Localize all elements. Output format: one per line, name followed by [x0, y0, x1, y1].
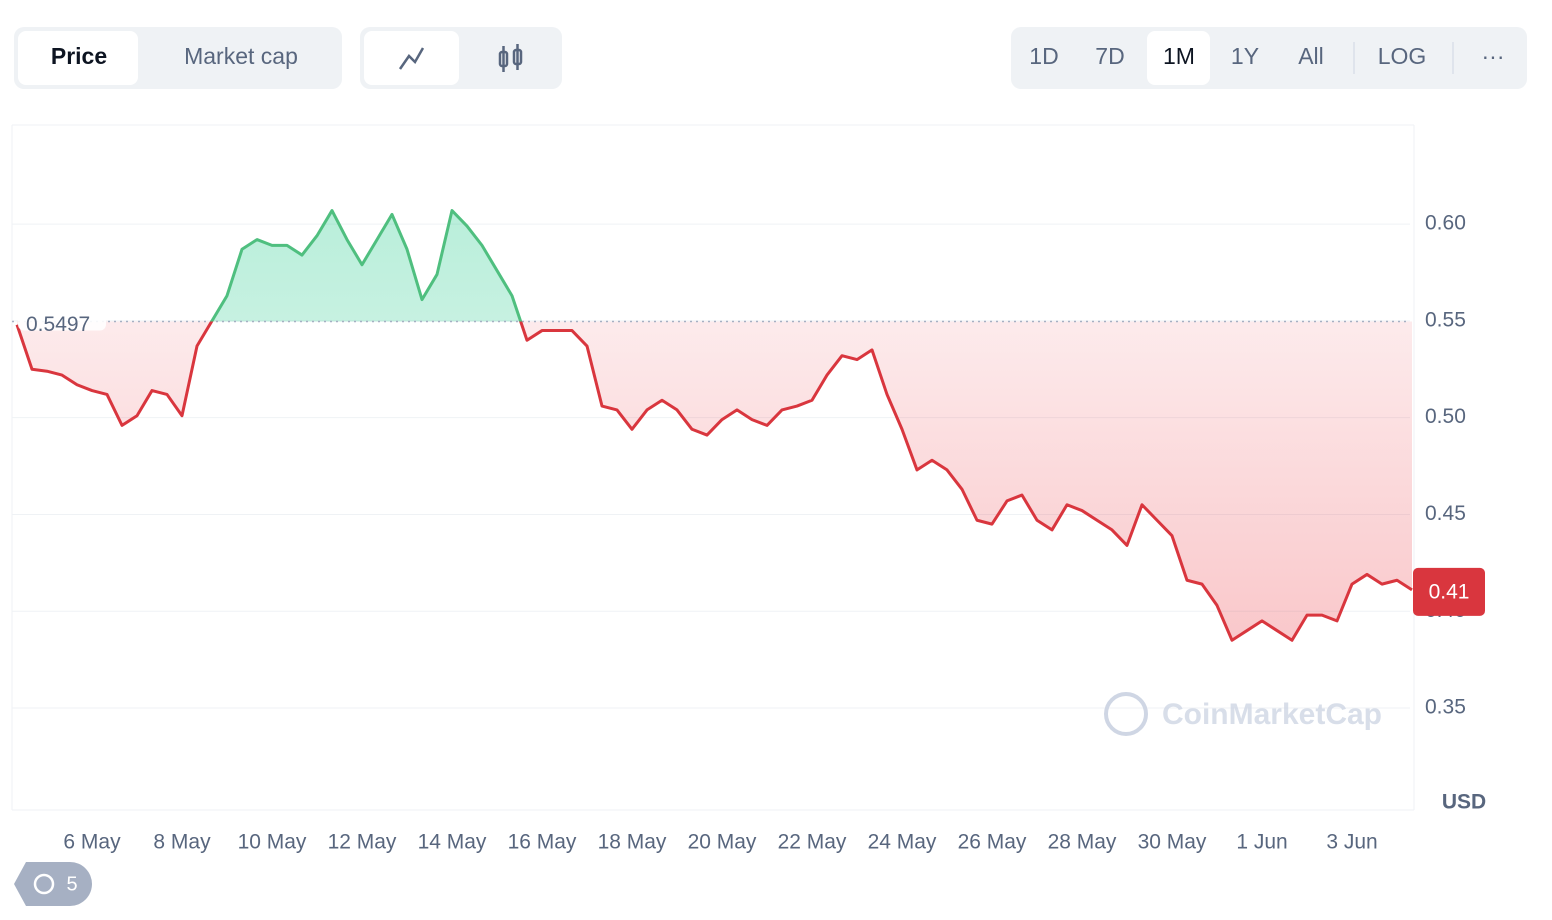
watermark: CoinMarketCap	[1162, 698, 1382, 731]
candle-button[interactable]	[498, 44, 523, 72]
range[interactable]: 1D	[1029, 43, 1058, 69]
x-tick-label: 6 May	[63, 831, 121, 854]
x-tick-label: 24 May	[868, 831, 937, 854]
area-up	[211, 210, 521, 322]
x-tick-label: 16 May	[508, 831, 577, 854]
y-tick-label: 0.55	[1425, 308, 1466, 331]
price-line-up	[209, 209, 523, 322]
x-tick-label: 14 May	[418, 831, 487, 854]
y-tick-label: 0.60	[1425, 212, 1466, 235]
x-tick-label: 12 May	[328, 831, 397, 854]
x-tick-label: 3 Jun	[1326, 831, 1377, 854]
range-group	[1011, 27, 1527, 89]
x-tick-label: 22 May	[778, 831, 847, 854]
range-active	[1147, 31, 1210, 85]
x-tick-label: 1 Jun	[1236, 831, 1287, 854]
tab[interactable]: Market cap	[184, 43, 298, 69]
y-unit: USD	[1442, 791, 1486, 814]
current-price-tag	[1413, 567, 1485, 616]
x-tick-label: 18 May	[598, 831, 667, 854]
y-tick-label: 0.50	[1425, 405, 1466, 428]
y-tick-label: 0.35	[1425, 696, 1466, 719]
current-price-label: 0.41	[1429, 580, 1470, 603]
x-tick-label: 28 May	[1048, 831, 1117, 854]
more-button[interactable]: ···	[1482, 43, 1505, 69]
tab[interactable]: Price	[51, 43, 107, 69]
x-tick-label: 20 May	[688, 831, 757, 854]
log-button[interactable]: LOG	[1378, 43, 1427, 69]
range[interactable]: 7D	[1095, 43, 1124, 69]
x-tick-label: 8 May	[153, 831, 211, 854]
reference-label: 0.5497	[26, 313, 90, 336]
watermark-logo	[1104, 692, 1148, 736]
tab-active	[18, 31, 138, 85]
x-tick-label: 30 May	[1138, 831, 1207, 854]
area-down	[17, 321, 1412, 641]
history-count: 5	[66, 873, 77, 895]
x-tick-label: 10 May	[238, 831, 307, 854]
history-icon	[33, 873, 55, 895]
reference-label-bg	[18, 298, 106, 331]
x-tick-label: 26 May	[958, 831, 1027, 854]
y-tick-label: 0.45	[1425, 502, 1466, 525]
range[interactable]: 1Y	[1231, 43, 1259, 69]
range[interactable]: All	[1298, 43, 1324, 69]
price-line-down	[15, 321, 1413, 642]
line-icon	[398, 47, 425, 70]
range[interactable]: 1M	[1163, 43, 1195, 69]
